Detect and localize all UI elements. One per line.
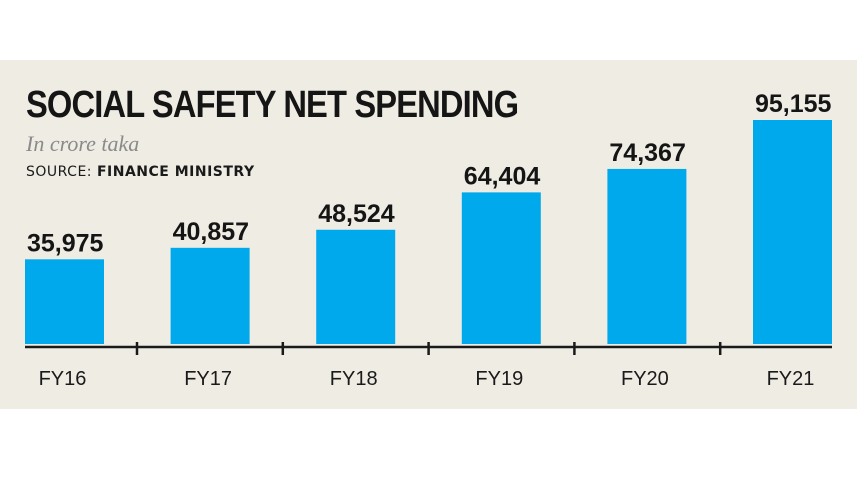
value-label-fy18: 48,524 — [318, 200, 395, 228]
bar-fy18 — [316, 229, 396, 344]
bar-fy19 — [461, 192, 541, 344]
category-label-fy18: FY18 — [330, 368, 378, 390]
bar-fy17 — [170, 247, 250, 344]
chart-subtitle: In crore taka — [26, 131, 140, 156]
value-label-fy16: 35,975 — [27, 229, 104, 257]
category-label-fy21: FY21 — [767, 368, 815, 390]
value-label-fy21: 95,155 — [755, 90, 832, 118]
bar-fy20 — [607, 168, 687, 344]
category-label-fy16: FY16 — [39, 368, 87, 390]
value-label-fy19: 64,404 — [464, 162, 541, 190]
bar-fy21 — [753, 120, 832, 344]
bar-fy16 — [25, 259, 104, 344]
category-label-fy17: FY17 — [184, 368, 232, 390]
source-prefix: SOURCE: — [26, 164, 97, 180]
category-label-fy20: FY20 — [621, 368, 669, 390]
value-label-fy17: 40,857 — [173, 218, 249, 246]
chart-source: SOURCE: FINANCE MINISTRY — [26, 164, 255, 180]
category-label-fy19: FY19 — [475, 368, 523, 390]
source-name: FINANCE MINISTRY — [96, 164, 255, 180]
value-label-fy20: 74,367 — [609, 139, 685, 167]
chart-title: SOCIAL SAFETY NET SPENDING — [26, 84, 519, 126]
